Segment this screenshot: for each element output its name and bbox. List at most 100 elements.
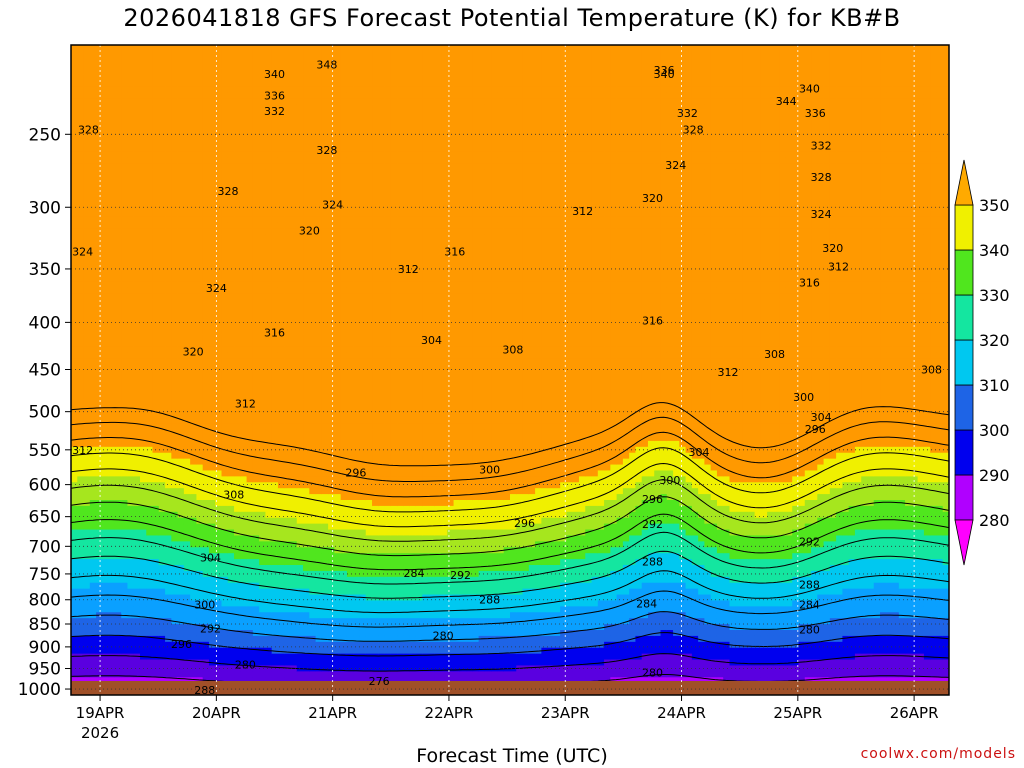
field-cell [152,511,160,519]
field-cell [221,198,229,206]
field-cell [121,186,129,194]
field-cell [284,228,292,235]
field-cell [328,364,335,371]
field-cell [183,240,191,247]
field-cell [177,446,185,454]
field-cell [158,641,166,649]
field-cell [83,180,91,188]
field-cell [234,517,241,525]
field-cell [315,647,323,655]
field-cell [177,204,185,212]
field-cell [114,186,122,194]
field-cell [208,269,216,277]
field-cell [202,482,210,489]
field-cell [234,340,241,347]
field-cell [177,127,185,135]
field-cell [77,370,85,377]
field-cell [328,476,335,483]
field-cell [208,653,216,661]
field-cell [171,594,179,602]
field-cell [321,210,329,217]
field-cell [215,624,223,631]
field-cell [89,346,97,353]
field-cell [340,612,348,619]
field-cell [271,576,279,584]
field-cell [309,647,317,655]
field-cell [334,411,342,418]
field-cell [133,352,141,359]
field-cell [108,523,116,531]
field-cell [114,618,122,625]
field-cell [158,511,166,519]
field-cell [296,440,304,448]
field-cell [127,387,135,395]
field-cell [114,464,122,472]
field-cell [208,517,216,525]
field-cell [246,216,254,223]
field-cell [259,594,267,602]
field-cell [252,458,260,466]
field-cell [121,630,129,637]
field-cell [227,62,235,70]
field-cell [340,50,348,58]
field-cell [133,671,141,678]
field-cell [215,68,223,76]
field-cell [303,429,310,436]
field-cell [259,576,267,584]
field-cell [133,251,141,259]
field-cell [296,45,304,52]
field-cell [221,186,229,194]
field-cell [321,334,329,342]
field-cell [152,98,160,105]
field-cell [265,659,273,667]
field-cell [321,198,329,206]
field-cell [158,387,166,395]
field-cell [259,606,267,613]
field-cell [346,665,354,672]
field-cell [165,139,172,147]
field-cell [77,653,85,661]
field-cell [296,340,304,347]
field-cell [121,570,129,578]
field-cell [340,588,348,596]
field-cell [353,151,361,158]
field-cell [89,594,97,602]
field-cell [259,505,267,513]
field-cell [315,364,323,371]
field-cell [114,346,122,353]
field-cell [315,56,323,64]
field-cell [77,198,85,206]
field-cell [240,494,248,501]
field-cell [303,423,310,430]
field-cell [246,50,254,58]
field-cell [102,600,110,607]
field-cell [215,375,223,383]
field-cell [315,600,323,607]
field-cell [96,635,103,643]
field-cell [127,565,135,572]
field-cell [215,582,223,590]
field-cell [221,115,229,123]
field-cell [96,115,103,123]
field-cell [227,588,235,596]
field-cell [315,334,323,342]
field-cell [271,98,279,105]
field-cell [340,110,348,117]
field-cell [158,659,166,667]
field-cell [346,500,354,507]
field-cell [177,269,185,277]
field-cell [284,204,292,212]
field-cell [309,653,317,661]
field-cell [190,281,198,288]
field-cell [77,104,85,111]
field-cell [246,440,254,448]
field-cell [246,653,254,661]
field-cell [290,659,298,667]
field-cell [277,358,285,365]
field-cell [196,405,204,412]
field-cell [158,45,166,52]
field-cell [284,299,292,306]
field-cell [290,322,298,330]
field-cell [252,115,260,123]
field-cell [309,387,317,395]
